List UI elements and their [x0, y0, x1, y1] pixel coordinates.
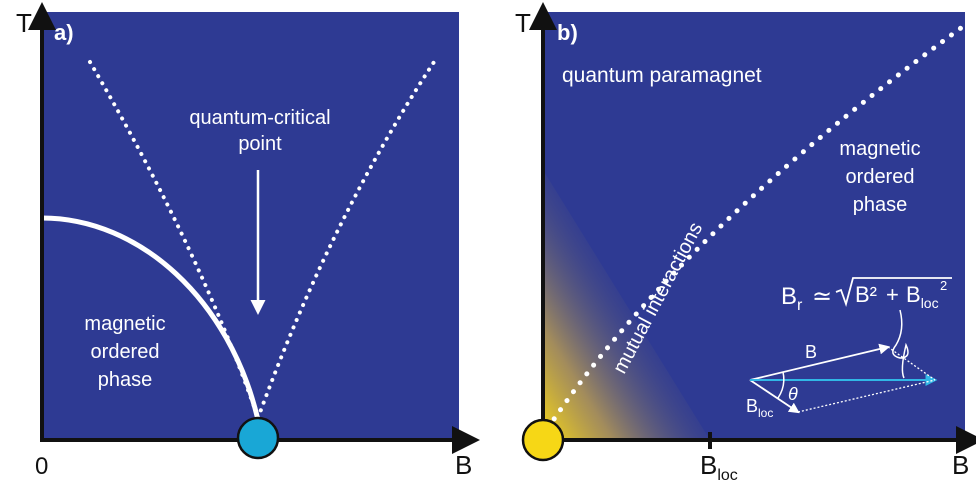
vector-parallelogram-side-1	[887, 346, 936, 381]
svg-text:Bloc: Bloc	[906, 282, 939, 311]
panel-a-origin-label: 0	[35, 453, 48, 480]
svg-text:Br: Br	[781, 283, 803, 314]
formula-lhs: B	[781, 283, 797, 310]
b-loc-tick-label: B	[700, 450, 717, 480]
panel-b-tag: b)	[557, 20, 578, 45]
b-loc-tick-label-sub: loc	[717, 467, 737, 481]
qcp-label-line2: point	[238, 133, 282, 155]
ordered-phase-b-label-line1: magnetic	[839, 138, 920, 160]
formula-term1: B²	[855, 282, 877, 307]
panel-a-background	[42, 12, 459, 440]
ordered-phase-label-line3: phase	[98, 369, 153, 391]
vector-b	[749, 343, 891, 381]
angle-arc	[777, 371, 785, 399]
vector-diagram: B θ Bloc	[746, 342, 938, 420]
vector-parallelogram-side-2	[797, 379, 936, 413]
origin-marker	[521, 418, 565, 462]
panel-b-x-axis-label: B	[952, 450, 969, 480]
ordered-phase-b-label-line3: phase	[853, 194, 908, 216]
svg-text:Bloc: Bloc	[700, 450, 738, 481]
crossover-line-right	[256, 60, 436, 420]
vector-b-loc	[749, 379, 800, 414]
panel-a: quantum-critical point magnetic ordered …	[16, 2, 480, 480]
vector-b-label: B	[805, 342, 817, 362]
svg-text:Bloc: Bloc	[746, 396, 773, 420]
qcp-label-line1: quantum-critical	[189, 107, 330, 129]
formula-term2-sup: 2	[940, 278, 947, 293]
formula-term2-sub: loc	[921, 295, 939, 311]
panel-a-tag: a)	[54, 20, 74, 45]
formula-pointer	[892, 309, 909, 379]
angle-theta-label: θ	[788, 384, 798, 404]
panel-b-y-axis-label: T	[515, 8, 531, 38]
panel-a-x-axis-label: B	[455, 450, 472, 480]
mutual-interaction-boundary	[545, 22, 968, 431]
ordered-phase-label-line1: magnetic	[84, 313, 165, 335]
formula-plus: +	[886, 282, 899, 307]
crossover-line-left	[88, 60, 260, 420]
quantum-paramagnet-label: quantum paramagnet	[562, 64, 762, 87]
qcp-marker	[236, 416, 280, 460]
formula-approx: ≃	[812, 283, 832, 310]
panel-b: mutual interactions quantum paramagnet m…	[515, 2, 976, 481]
ordered-phase-label-line2: ordered	[91, 341, 160, 363]
panel-a-y-axis-label: T	[16, 8, 32, 38]
vector-b-loc-label: B	[746, 396, 758, 416]
phase-boundary-line	[41, 215, 261, 421]
formula-term2: B	[906, 282, 921, 307]
formula-radical	[835, 277, 952, 308]
vector-b-loc-sub: loc	[758, 406, 773, 420]
ordered-phase-b-label-line2: ordered	[846, 166, 915, 188]
formula-lhs-sub: r	[797, 297, 803, 314]
field-formula: Br ≃ B² + Bloc 2	[781, 277, 952, 379]
